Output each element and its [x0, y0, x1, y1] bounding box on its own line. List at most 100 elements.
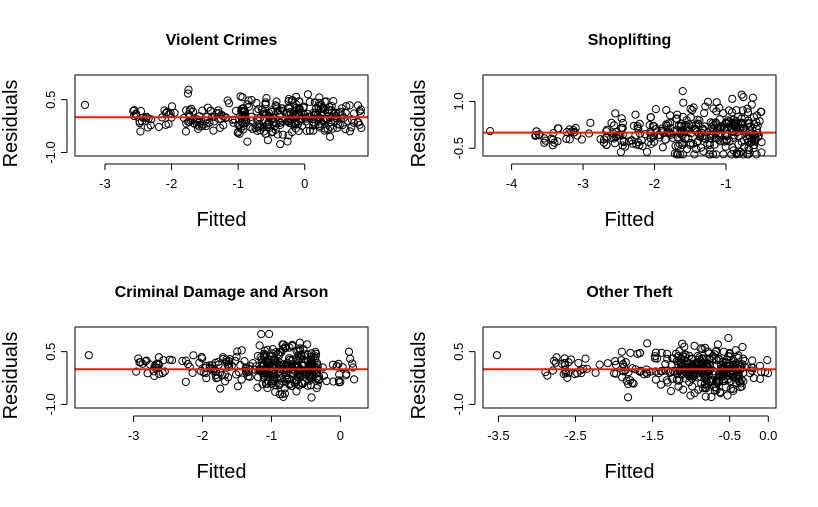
- data-point: [757, 367, 766, 376]
- data-point: [714, 355, 724, 364]
- data-point: [712, 98, 721, 107]
- x-tick-label: -3.5: [487, 428, 509, 443]
- chart-title: Shoplifting: [588, 32, 672, 49]
- data-point: [734, 374, 743, 383]
- x-tick-label: -3: [577, 176, 589, 191]
- data-point: [666, 118, 675, 128]
- data-point: [560, 354, 569, 363]
- data-point: [261, 379, 271, 388]
- data-point: [160, 367, 169, 376]
- data-point: [130, 111, 139, 121]
- data-point: [263, 358, 273, 367]
- data-point: [679, 385, 688, 394]
- data-point: [283, 137, 292, 146]
- data-point: [728, 143, 737, 152]
- data-point: [267, 128, 276, 137]
- data-point: [284, 131, 293, 140]
- data-point: [686, 140, 695, 149]
- data-point: [299, 102, 308, 111]
- x-axis: -3.5 -2.5 -1.5 -0.5 0.0 Fitted: [487, 415, 777, 483]
- data-point: [611, 109, 620, 118]
- data-point: [734, 353, 743, 363]
- data-point: [288, 342, 297, 351]
- data-point: [658, 143, 667, 152]
- data-point: [272, 374, 281, 383]
- data-point: [677, 354, 686, 363]
- data-point: [705, 150, 714, 159]
- data-point: [150, 371, 159, 381]
- data-point: [154, 363, 163, 373]
- data-point: [743, 104, 752, 113]
- data-point: [740, 362, 750, 371]
- x-tick-label: -3: [99, 176, 111, 191]
- data-point: [602, 127, 611, 136]
- data-point: [607, 118, 616, 128]
- data-point: [618, 123, 627, 133]
- data-point: [280, 389, 289, 398]
- data-point: [574, 358, 583, 368]
- data-point: [722, 119, 731, 129]
- data-point: [629, 379, 638, 388]
- chart-panel-2: Shoplifting -4 -3 -2 -1 Fitted -0.5 1.0 Residual…: [408, 32, 777, 231]
- data-point: [334, 359, 343, 368]
- data-point: [337, 111, 347, 120]
- x-tick-label: -1: [232, 176, 244, 191]
- data-point: [182, 119, 191, 128]
- data-point: [722, 136, 731, 146]
- data-point: [642, 147, 652, 156]
- data-point: [702, 384, 711, 393]
- data-point: [80, 100, 90, 110]
- data-point: [714, 373, 723, 382]
- data-point: [566, 355, 576, 364]
- data-point: [667, 130, 676, 139]
- data-point: [548, 366, 558, 375]
- x-tick-label: -2: [649, 176, 661, 191]
- data-point: [255, 119, 264, 129]
- x-tick-label: -2: [197, 428, 209, 443]
- scatter-points: [84, 329, 359, 402]
- data-point: [689, 372, 698, 381]
- data-point: [314, 375, 323, 384]
- chart-panel-3: Criminal Damage and Arson -3 -2 -1 0 Fitted -1…: [0, 284, 369, 483]
- y-tick-label: 0.5: [451, 343, 466, 361]
- data-point: [739, 354, 748, 363]
- y-tick-label: -1.0: [451, 393, 466, 415]
- data-point: [254, 373, 263, 382]
- data-point: [302, 356, 311, 365]
- data-point: [240, 357, 249, 366]
- data-point: [651, 105, 661, 114]
- data-point: [737, 90, 746, 99]
- data-point: [552, 353, 561, 362]
- data-point: [715, 115, 724, 124]
- data-point: [706, 134, 715, 143]
- data-point: [621, 358, 630, 367]
- y-axis-label: Residuals: [0, 332, 22, 420]
- data-point: [323, 114, 332, 123]
- data-point: [739, 93, 748, 102]
- data-point: [686, 391, 695, 400]
- data-point: [710, 386, 719, 395]
- data-point: [738, 119, 747, 129]
- data-point: [298, 366, 307, 375]
- data-point: [321, 106, 330, 115]
- data-point: [278, 340, 287, 349]
- data-point: [311, 121, 320, 130]
- data-point: [697, 143, 706, 152]
- x-tick-label: -2: [166, 176, 178, 191]
- data-point: [701, 392, 710, 401]
- data-point: [182, 106, 191, 115]
- data-point: [735, 377, 744, 387]
- data-point: [719, 375, 728, 384]
- data-point: [313, 111, 322, 120]
- data-point: [318, 363, 327, 372]
- data-point: [676, 129, 685, 138]
- data-point: [618, 373, 627, 382]
- data-point: [724, 333, 733, 343]
- x-axis-label: Fitted: [604, 461, 654, 483]
- data-point: [295, 105, 304, 114]
- x-tick-label: -1.5: [641, 428, 663, 443]
- data-point: [201, 363, 210, 372]
- data-point: [325, 132, 335, 141]
- data-point: [268, 127, 277, 136]
